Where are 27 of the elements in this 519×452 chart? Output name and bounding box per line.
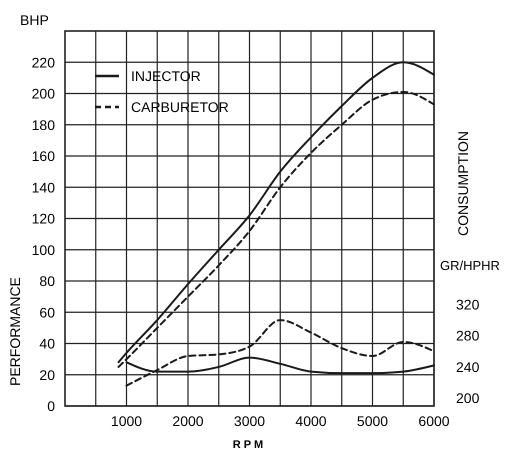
x-tick-label: 1000 — [110, 413, 142, 429]
y-axis-title: PERFORMANCE — [7, 277, 23, 386]
y-tick-label: 100 — [32, 242, 56, 258]
x-axis-title: RPM — [232, 439, 266, 451]
y2-tick-label: 280 — [456, 328, 480, 344]
y2-tick-label: 240 — [456, 358, 480, 375]
y-tick-label: 60 — [39, 304, 56, 320]
y2-tick-label: 320 — [456, 296, 480, 312]
y-tick-label: 160 — [32, 148, 56, 164]
y2-axis-title: CONSUMPTION — [455, 131, 471, 236]
x-tick-label: 2000 — [172, 413, 204, 429]
x-tick-label: 4000 — [295, 413, 327, 429]
x-tick-label: 3000 — [234, 413, 266, 429]
y-tick-label: 180 — [32, 116, 56, 133]
y2-tick-label: 200 — [456, 390, 480, 406]
y-tick-label: 20 — [39, 366, 56, 383]
text: GR/HPHR — [440, 258, 500, 273]
text: BHP — [20, 12, 49, 28]
x-tick-label: 5000 — [356, 413, 388, 429]
y-tick-label: 40 — [39, 336, 56, 352]
y-tick-label: 220 — [32, 54, 56, 70]
y-tick-label: 140 — [32, 179, 56, 196]
x-tick-label: 6000 — [418, 413, 450, 429]
y-tick-label: 200 — [32, 86, 56, 102]
y-tick-label: 0 — [47, 398, 56, 414]
y-tick-label: 80 — [39, 273, 56, 289]
y-tick-label: 120 — [32, 210, 56, 226]
